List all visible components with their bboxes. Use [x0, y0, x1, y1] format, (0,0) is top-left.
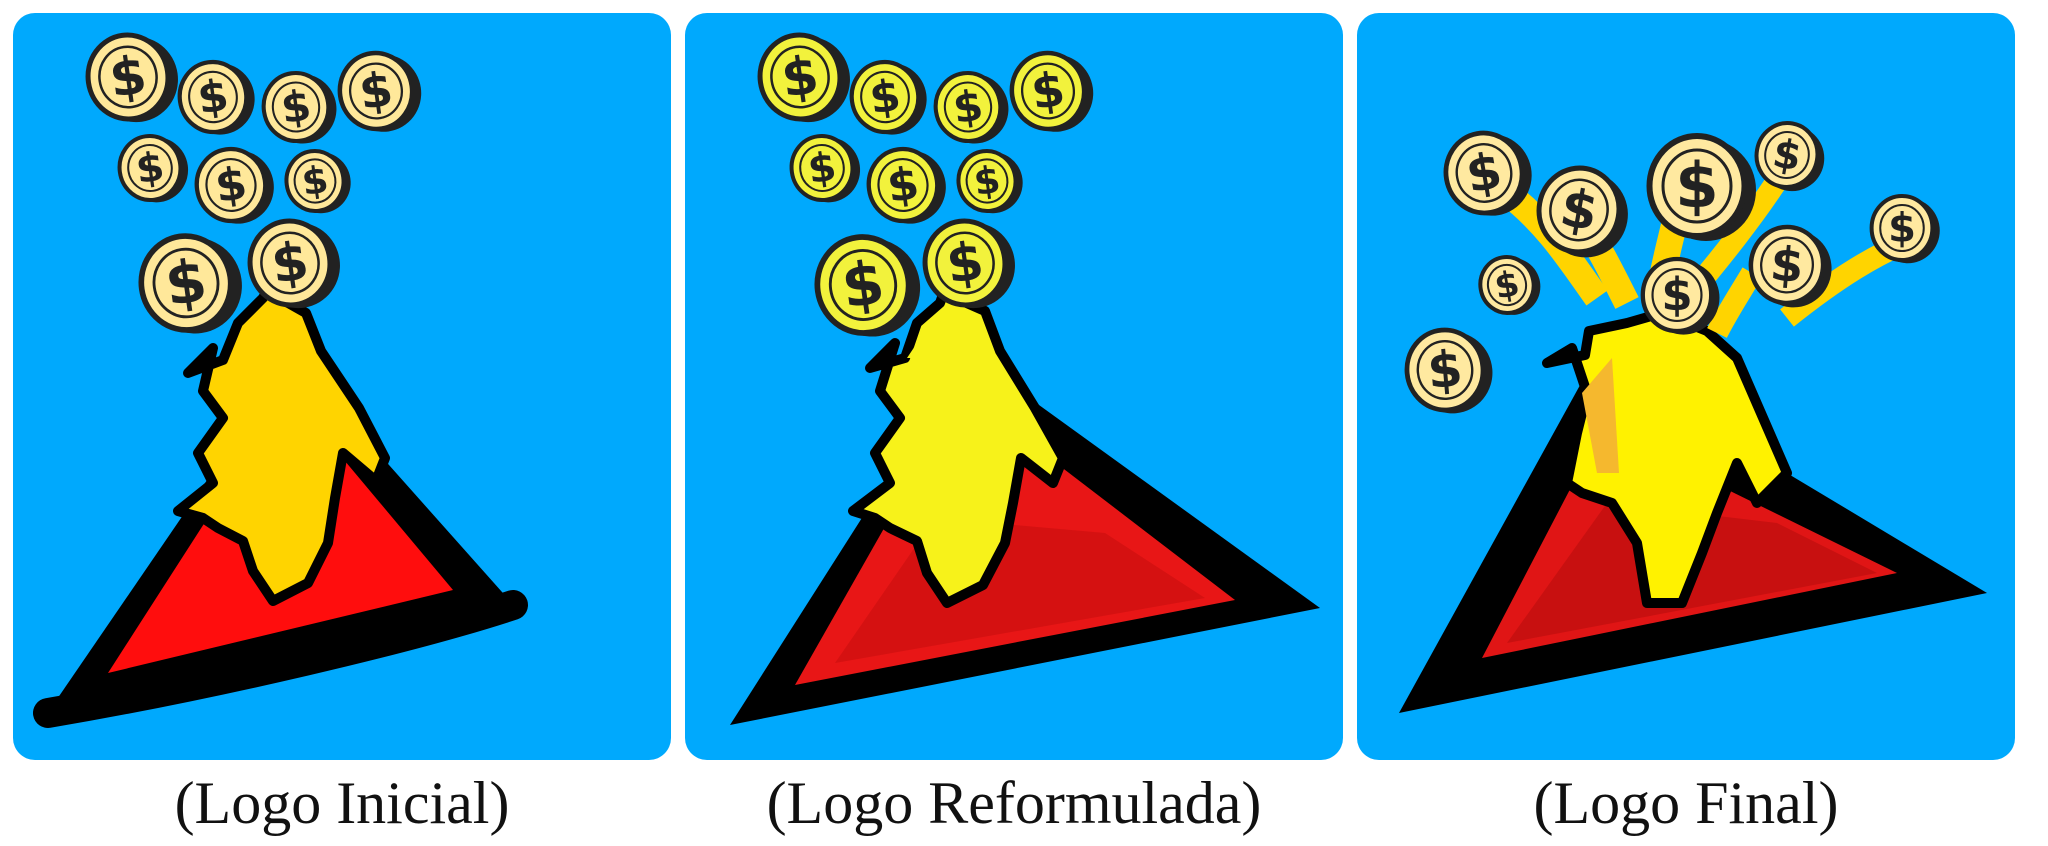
coin-icon: $	[757, 32, 850, 123]
coin-icon: $	[1009, 50, 1094, 132]
svg-text:$: $	[1028, 62, 1068, 121]
svg-text:$: $	[356, 62, 396, 121]
coin-icon: $	[1443, 130, 1532, 216]
coin-icon: $	[337, 50, 422, 132]
svg-text:$: $	[1675, 149, 1719, 222]
logo-inicial-image: $ $ $ $$ $ $$ $	[13, 13, 671, 760]
coin-icon: $	[85, 32, 178, 123]
caption-logo-final: (Logo Final)	[1533, 770, 1839, 836]
svg-text:$: $	[971, 157, 1003, 204]
coin-icon: $	[814, 234, 921, 337]
coin-icon: $	[922, 218, 1015, 309]
svg-text:$: $	[1888, 205, 1916, 251]
logo-inicial-panel: $ $ $ $ $ $ $ $ $	[13, 13, 671, 760]
svg-text:$: $	[133, 144, 167, 193]
svg-text:$: $	[805, 144, 839, 193]
coin-icon: $	[933, 70, 1009, 144]
logo-reformulada-image: $ $ $ $ $ $ $ $ $	[685, 13, 1343, 760]
coin-icon: $	[1869, 194, 1940, 264]
logo-final-panel: $ $ $ $ $ $ $ $ $	[1357, 13, 2015, 760]
svg-text:$: $	[194, 70, 231, 125]
coin-icon: $	[177, 59, 255, 135]
svg-text:$: $	[268, 230, 313, 295]
coin-icon: $	[284, 149, 351, 214]
svg-text:$: $	[1661, 268, 1692, 321]
coin-icon: $	[138, 233, 242, 334]
svg-text:$: $	[1425, 339, 1465, 400]
coin-icon: $	[1536, 165, 1628, 258]
logo-final-image: $$ $ $$ $$$$	[1357, 13, 2015, 760]
coin-icon: $	[247, 218, 340, 309]
caption-logo-inicial: (Logo Inicial)	[174, 770, 510, 836]
coin-icon: $	[956, 149, 1023, 214]
caption-logo-reformulada: (Logo Reformulada)	[766, 770, 1262, 836]
logo-reformulada-panel: $ $ $ $ $ $ $ $ $	[685, 13, 1343, 760]
coin-icon: $	[789, 134, 861, 203]
coin-icon: $	[866, 146, 946, 224]
svg-text:$: $	[161, 245, 211, 319]
coin-icon: $	[1748, 224, 1832, 308]
svg-text:$: $	[884, 156, 922, 213]
coin-icon: $	[261, 70, 337, 144]
svg-text:$: $	[943, 230, 988, 295]
coin-icon: $	[1404, 327, 1493, 414]
svg-text:$: $	[212, 156, 250, 213]
coin-icon: $	[117, 134, 189, 203]
svg-text:$: $	[778, 44, 823, 109]
svg-text:$: $	[866, 70, 903, 125]
coin-icon: $	[1478, 255, 1541, 315]
svg-text:$: $	[106, 44, 151, 109]
svg-text:$: $	[950, 81, 986, 134]
coin-icon: $	[849, 59, 927, 135]
coin-icon: $	[1640, 256, 1720, 335]
svg-text:$: $	[1768, 237, 1806, 295]
svg-text:$: $	[278, 81, 314, 134]
coin-icon: $	[1646, 133, 1756, 241]
coin-icon: $	[1754, 121, 1825, 192]
svg-text:$: $	[299, 157, 331, 204]
coin-icon: $	[194, 146, 274, 224]
svg-text:$: $	[837, 248, 888, 323]
